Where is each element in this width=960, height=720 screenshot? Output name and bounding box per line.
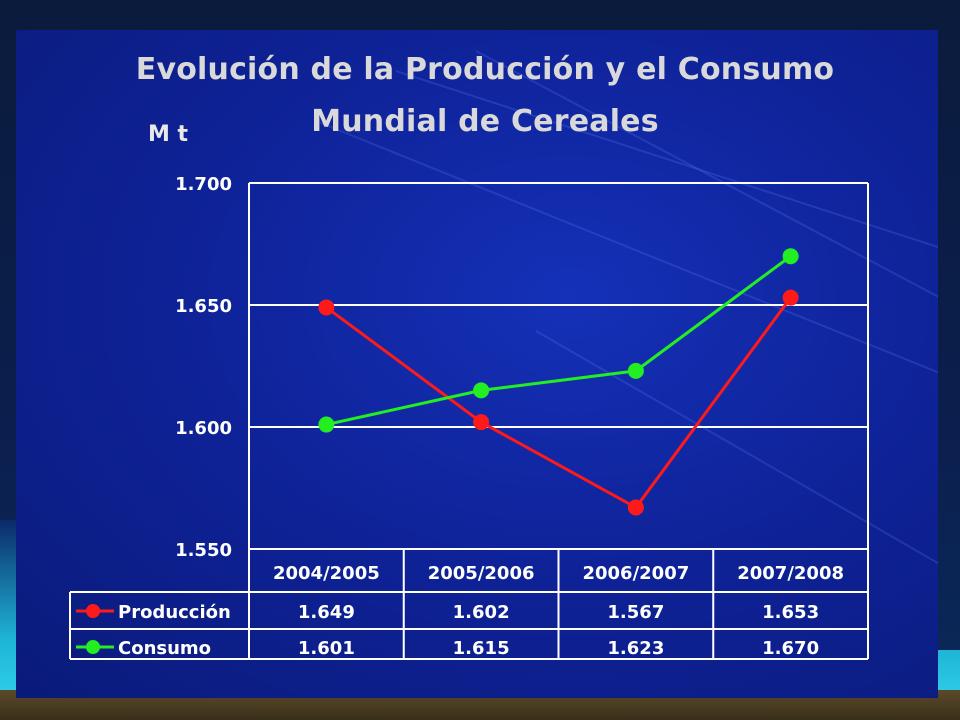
- data-value-produccion: 1.649: [298, 602, 355, 623]
- category-label: 2006/2007: [582, 563, 689, 584]
- chart-title-line-1: Evolución de la Producción y el Consumo: [135, 52, 835, 87]
- data-value-consumo: 1.601: [298, 638, 355, 659]
- data-value-produccion: 1.602: [453, 602, 510, 623]
- legend-marker-produccion: [86, 604, 100, 618]
- chart-title-line-2: Mundial de Cereales: [311, 104, 659, 139]
- y-tick-label: 1.550: [175, 540, 232, 561]
- left-accent-bar: [0, 520, 20, 720]
- data-point-produccion: [473, 414, 490, 431]
- legend-marker-consumo: [86, 640, 100, 654]
- data-value-produccion: 1.567: [607, 602, 664, 623]
- y-axis-unit-label: M t: [148, 122, 189, 147]
- y-tick-label: 1.700: [175, 174, 232, 195]
- data-point-consumo: [782, 248, 799, 265]
- data-point-consumo: [627, 362, 644, 379]
- category-label: 2007/2008: [737, 563, 844, 584]
- data-value-consumo: 1.615: [453, 638, 510, 659]
- data-point-produccion: [627, 499, 644, 516]
- data-point-consumo: [318, 416, 335, 433]
- slide: [16, 30, 938, 698]
- y-tick-label: 1.650: [175, 296, 232, 317]
- legend-label-produccion: Producción: [118, 602, 231, 623]
- series-line-produccion: [325, 296, 792, 510]
- data-value-produccion: 1.653: [762, 602, 819, 623]
- data-point-produccion: [318, 299, 335, 316]
- legend-label-consumo: Consumo: [118, 638, 211, 659]
- category-label: 2005/2006: [428, 563, 535, 584]
- series-line-consumo: [326, 254, 792, 427]
- y-tick-label: 1.600: [175, 418, 232, 439]
- data-point-produccion: [782, 289, 799, 306]
- data-value-consumo: 1.670: [762, 638, 819, 659]
- data-value-consumo: 1.623: [607, 638, 664, 659]
- category-label: 2004/2005: [273, 563, 380, 584]
- data-point-consumo: [473, 382, 490, 399]
